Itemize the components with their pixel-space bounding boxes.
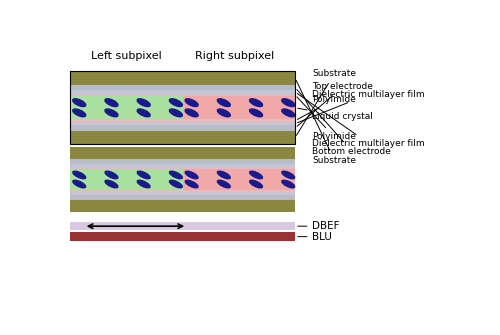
Ellipse shape	[170, 109, 182, 117]
Bar	[70, 169, 182, 190]
Ellipse shape	[73, 171, 86, 179]
Bar	[70, 200, 295, 212]
Text: Substrate: Substrate	[296, 80, 356, 164]
Bar	[70, 71, 295, 144]
Text: Right subpixel: Right subpixel	[194, 51, 274, 61]
Ellipse shape	[218, 109, 230, 117]
Text: Substrate: Substrate	[296, 69, 356, 135]
Ellipse shape	[250, 180, 262, 188]
Bar	[70, 190, 295, 192]
Ellipse shape	[137, 99, 150, 107]
Text: BLU: BLU	[298, 231, 332, 242]
Ellipse shape	[138, 180, 150, 188]
Text: Polyimide: Polyimide	[298, 95, 356, 119]
Bar	[70, 119, 295, 122]
Text: DBEF: DBEF	[298, 221, 340, 231]
Ellipse shape	[218, 180, 230, 188]
Bar	[70, 232, 295, 241]
Bar	[70, 192, 295, 195]
Ellipse shape	[218, 99, 230, 107]
Bar	[70, 122, 295, 125]
Ellipse shape	[72, 99, 86, 107]
Ellipse shape	[73, 180, 86, 188]
Ellipse shape	[282, 180, 294, 188]
Bar	[70, 167, 295, 169]
Bar	[70, 222, 295, 230]
Ellipse shape	[72, 109, 86, 117]
Text: Polyimide: Polyimide	[297, 97, 356, 141]
Ellipse shape	[105, 99, 118, 107]
Ellipse shape	[282, 109, 295, 117]
Ellipse shape	[250, 109, 262, 117]
Ellipse shape	[105, 171, 118, 179]
Ellipse shape	[185, 171, 198, 179]
Ellipse shape	[105, 109, 118, 117]
Ellipse shape	[250, 171, 262, 179]
Bar	[182, 96, 295, 119]
Text: Liquid crystal: Liquid crystal	[298, 108, 374, 121]
Bar	[70, 96, 182, 119]
Bar	[70, 195, 295, 200]
Ellipse shape	[185, 99, 198, 107]
Ellipse shape	[185, 180, 198, 188]
Text: Left subpixel: Left subpixel	[91, 51, 162, 61]
Ellipse shape	[105, 180, 118, 188]
Bar	[70, 131, 295, 144]
Bar	[70, 147, 295, 158]
Bar	[70, 125, 295, 131]
Ellipse shape	[138, 171, 150, 179]
Ellipse shape	[170, 99, 182, 107]
Ellipse shape	[185, 109, 198, 117]
Ellipse shape	[218, 171, 230, 179]
Bar	[70, 164, 295, 167]
Ellipse shape	[137, 109, 150, 117]
Bar	[182, 169, 295, 190]
Ellipse shape	[170, 171, 182, 179]
Bar	[70, 90, 295, 93]
Bar	[70, 84, 295, 90]
Text: Bottom electrode: Bottom electrode	[297, 89, 392, 156]
Text: Top electrode: Top electrode	[297, 82, 374, 126]
Ellipse shape	[250, 99, 262, 107]
Bar	[70, 158, 295, 164]
Text: Dielectric multilayer film: Dielectric multilayer film	[298, 93, 425, 148]
Bar	[70, 93, 295, 96]
Ellipse shape	[170, 180, 182, 188]
Ellipse shape	[282, 99, 295, 107]
Ellipse shape	[282, 171, 294, 179]
Text: Dielectric multilayer film: Dielectric multilayer film	[298, 90, 425, 123]
Bar	[70, 71, 295, 84]
